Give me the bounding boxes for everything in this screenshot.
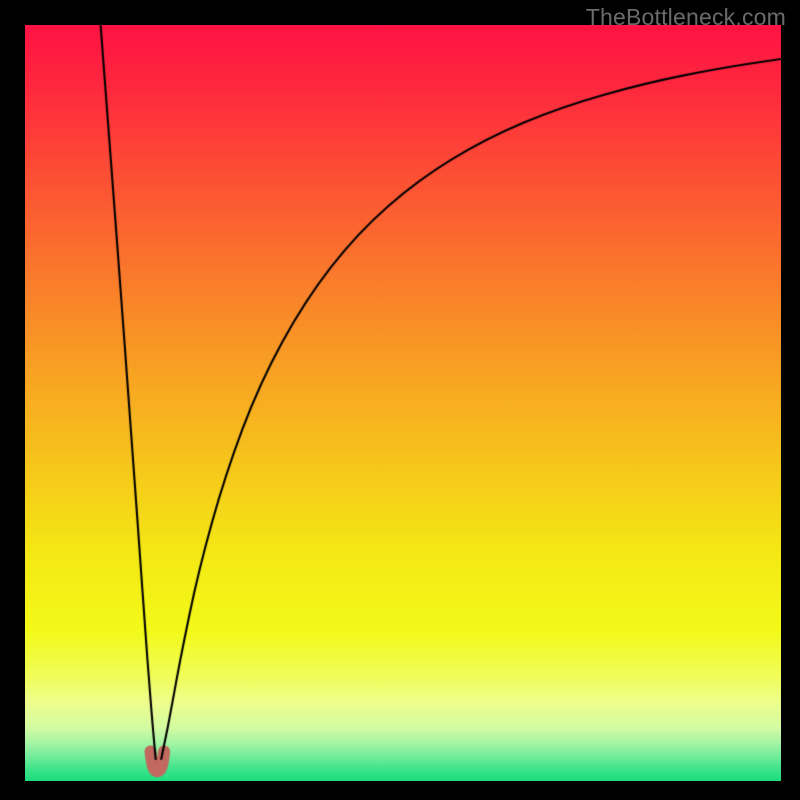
bottleneck-curve xyxy=(25,25,781,781)
watermark-text: TheBottleneck.com xyxy=(586,4,786,31)
chart-stage: TheBottleneck.com xyxy=(0,0,800,800)
plot-area xyxy=(25,25,781,781)
